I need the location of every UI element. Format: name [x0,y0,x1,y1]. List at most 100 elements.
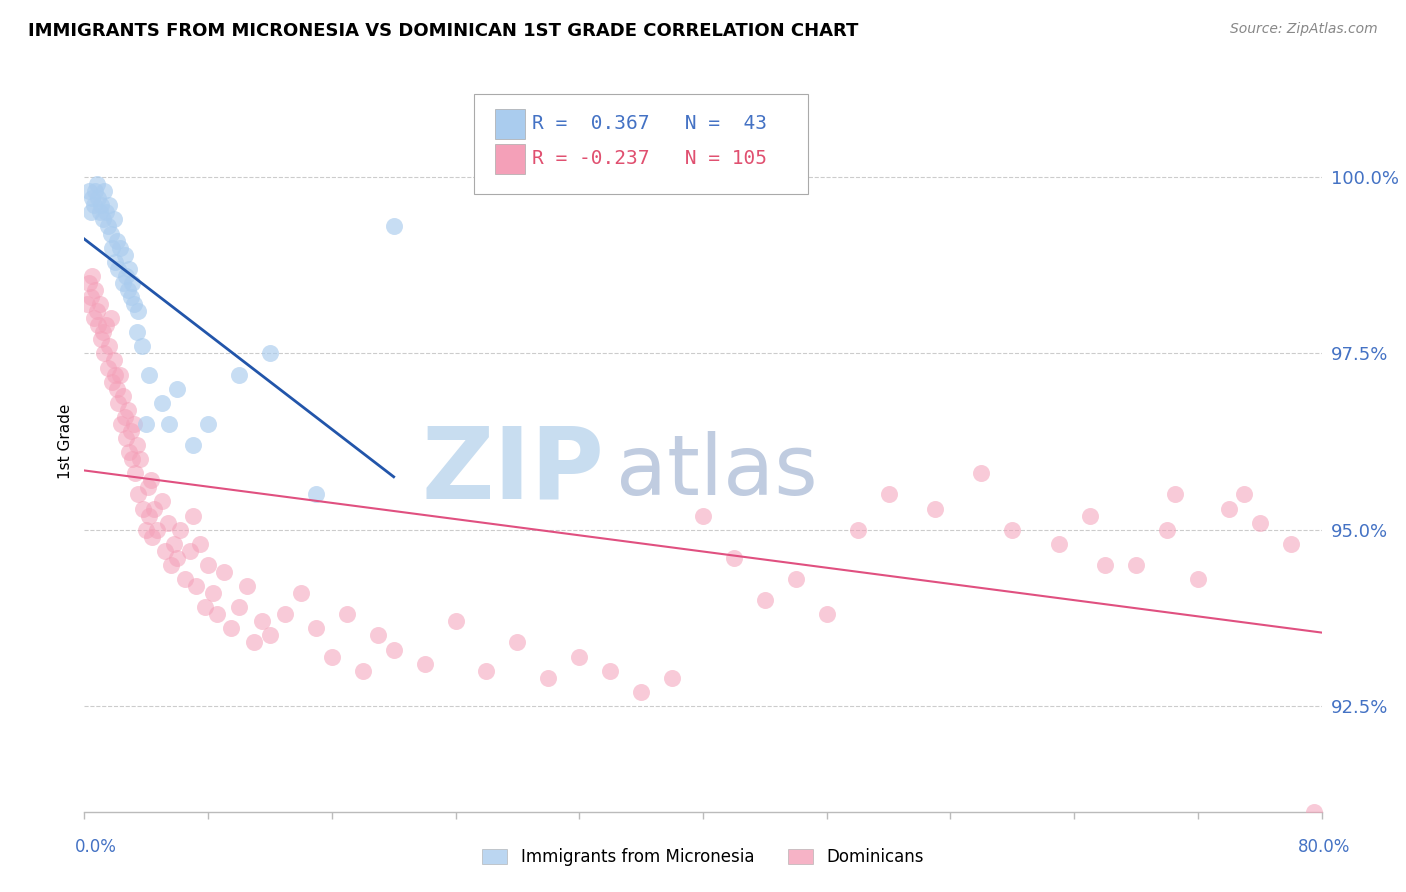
Point [599,664,621,678]
Point [86,304,108,318]
Point [877,487,900,501]
Text: IMMIGRANTS FROM MICRONESIA VS DOMINICAN 1ST GRADE CORRELATION CHART: IMMIGRANTS FROM MICRONESIA VS DOMINICAN … [28,22,859,40]
Point [250,615,273,629]
Point [1125,558,1147,572]
Point [94,318,117,333]
Point [131,339,153,353]
Point [138,368,160,382]
Point [169,523,191,537]
Point [114,409,136,424]
Point [1164,487,1187,501]
Point [83,198,105,212]
Point [181,508,204,523]
Point [117,402,139,417]
Point [93,346,115,360]
Point [290,586,312,600]
Point [96,360,118,375]
Point [723,550,745,565]
Point [108,368,131,382]
Point [90,332,112,346]
Point [125,325,148,339]
Point [141,530,163,544]
Point [91,212,114,227]
Point [120,424,142,438]
Point [94,205,117,219]
Point [179,544,201,558]
Point [91,325,114,339]
Point [661,671,683,685]
Point [84,283,107,297]
Point [1233,487,1256,501]
Point [89,297,111,311]
Point [197,417,219,431]
Point [115,431,138,445]
Point [118,445,141,459]
Point [79,290,101,304]
Point [1078,508,1101,523]
Point [125,438,148,452]
Point [201,586,224,600]
Point [1249,516,1271,530]
Point [228,600,250,615]
Point [136,480,159,494]
Point [305,621,328,635]
Point [305,487,328,501]
Point [274,607,297,622]
Point [117,283,139,297]
Point [122,417,145,431]
Point [121,276,143,290]
Point [76,297,98,311]
Point [90,198,112,212]
Point [139,473,162,487]
Point [104,254,127,268]
Text: ZIP: ZIP [422,423,605,520]
Point [105,382,128,396]
Point [194,600,217,615]
Point [146,523,169,537]
Text: R =  0.367   N =  43: R = 0.367 N = 43 [533,114,768,134]
Point [846,523,869,537]
Point [506,635,529,649]
Point [115,268,138,283]
Point [184,579,207,593]
Point [174,572,197,586]
FancyBboxPatch shape [495,109,524,139]
Point [367,628,389,642]
Point [110,417,132,431]
Point [101,375,124,389]
Point [475,664,498,678]
Point [207,607,229,622]
Point [243,635,266,649]
Point [150,396,173,410]
Point [135,417,157,431]
Point [221,621,243,635]
Point [235,579,259,593]
Point [159,417,180,431]
Point [77,184,100,198]
Point [87,191,110,205]
Point [98,339,121,353]
Point [112,389,135,403]
Point [197,558,219,572]
Point [692,508,714,523]
Point [107,261,129,276]
Point [150,494,173,508]
Point [156,516,179,530]
Point [815,607,838,622]
Point [143,501,166,516]
Point [96,219,118,234]
Point [228,368,250,382]
Point [1094,558,1116,572]
Point [100,227,122,241]
Point [444,615,467,629]
Point [163,537,186,551]
Point [138,508,160,523]
Point [1001,523,1024,537]
Point [135,523,157,537]
Text: 80.0%: 80.0% [1298,838,1351,855]
Point [166,382,188,396]
Point [212,565,235,579]
Point [321,649,343,664]
FancyBboxPatch shape [474,94,808,194]
Point [84,184,107,198]
